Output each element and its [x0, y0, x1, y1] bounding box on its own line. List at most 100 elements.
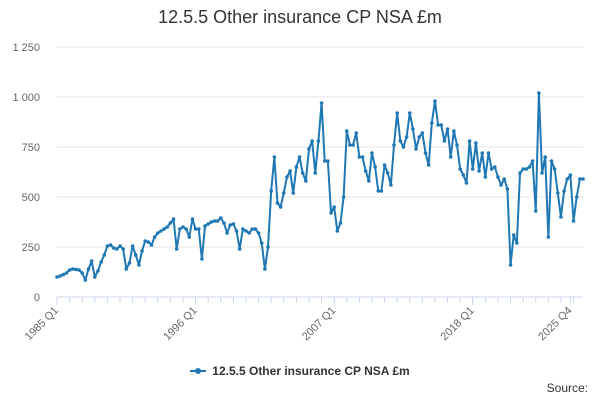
data-point[interactable] — [272, 155, 277, 159]
data-point[interactable] — [360, 155, 365, 159]
data-point[interactable] — [452, 129, 456, 133]
data-point[interactable] — [370, 151, 374, 155]
data-point[interactable] — [407, 111, 412, 115]
data-point[interactable] — [442, 139, 447, 143]
data-point[interactable] — [190, 217, 195, 221]
data-point[interactable] — [556, 191, 560, 195]
data-point[interactable] — [562, 189, 566, 193]
data-point[interactable] — [411, 127, 415, 131]
data-point[interactable] — [152, 235, 157, 239]
data-point[interactable] — [389, 183, 393, 187]
data-point[interactable] — [218, 216, 223, 220]
data-point[interactable] — [511, 233, 516, 237]
legend[interactable]: 12.5.5 Other insurance CP NSA £m — [0, 364, 600, 378]
data-point[interactable] — [263, 267, 267, 271]
data-point[interactable] — [92, 275, 97, 279]
data-point[interactable] — [70, 267, 75, 271]
data-point[interactable] — [420, 131, 425, 135]
data-point[interactable] — [458, 167, 462, 171]
data-point[interactable] — [196, 227, 201, 231]
data-point[interactable] — [146, 240, 151, 244]
data-point[interactable] — [212, 219, 217, 223]
data-point[interactable] — [322, 159, 327, 163]
data-point[interactable] — [480, 151, 485, 155]
data-point[interactable] — [376, 189, 381, 193]
data-point[interactable] — [231, 222, 236, 226]
data-point[interactable] — [118, 244, 122, 248]
data-point[interactable] — [357, 155, 362, 159]
data-point[interactable] — [96, 269, 100, 273]
data-point[interactable] — [256, 231, 261, 235]
data-point[interactable] — [297, 155, 302, 159]
data-point[interactable] — [291, 191, 296, 195]
data-point[interactable] — [367, 179, 371, 183]
data-point[interactable] — [549, 159, 554, 163]
data-point[interactable] — [530, 159, 535, 163]
data-point[interactable] — [162, 227, 166, 231]
data-point[interactable] — [423, 151, 428, 155]
data-point[interactable] — [533, 209, 538, 213]
data-point[interactable] — [165, 225, 170, 229]
data-point[interactable] — [215, 219, 220, 223]
data-point[interactable] — [401, 145, 406, 149]
data-point[interactable] — [578, 177, 582, 181]
data-point[interactable] — [80, 271, 84, 275]
data-point[interactable] — [537, 91, 541, 95]
data-point[interactable] — [508, 263, 513, 267]
data-point[interactable] — [99, 260, 103, 264]
data-point[interactable] — [241, 227, 245, 231]
data-point[interactable] — [496, 175, 500, 179]
data-point[interactable] — [130, 244, 135, 248]
data-point[interactable] — [102, 253, 107, 257]
data-point[interactable] — [124, 267, 129, 271]
data-point[interactable] — [543, 155, 548, 159]
data-point[interactable] — [385, 171, 390, 175]
data-point[interactable] — [341, 195, 346, 199]
data-point[interactable] — [209, 220, 214, 224]
data-point[interactable] — [417, 135, 422, 139]
data-point[interactable] — [470, 167, 475, 171]
data-point[interactable] — [250, 227, 255, 231]
data-point[interactable] — [477, 169, 481, 173]
data-point[interactable] — [464, 181, 469, 185]
data-point[interactable] — [540, 171, 544, 175]
data-point[interactable] — [489, 167, 494, 171]
data-point[interactable] — [222, 221, 226, 225]
data-point[interactable] — [269, 189, 273, 193]
data-point[interactable] — [382, 163, 387, 167]
data-point[interactable] — [436, 123, 440, 127]
data-point[interactable] — [67, 268, 72, 272]
data-point[interactable] — [83, 278, 88, 282]
data-point[interactable] — [335, 229, 340, 233]
data-point[interactable] — [483, 175, 488, 179]
data-point[interactable] — [127, 261, 132, 265]
data-point[interactable] — [149, 243, 154, 247]
data-point[interactable] — [461, 173, 466, 177]
data-point[interactable] — [137, 263, 141, 267]
data-point[interactable] — [574, 195, 579, 199]
data-point[interactable] — [426, 163, 431, 167]
data-point[interactable] — [348, 143, 352, 147]
data-point[interactable] — [445, 127, 450, 131]
data-point[interactable] — [155, 231, 160, 235]
data-point[interactable] — [433, 99, 437, 103]
data-point[interactable] — [505, 187, 510, 191]
data-point[interactable] — [502, 177, 507, 181]
data-point[interactable] — [105, 244, 110, 248]
data-point[interactable] — [58, 274, 62, 278]
data-point[interactable] — [200, 257, 204, 261]
data-point[interactable] — [74, 267, 78, 272]
data-point[interactable] — [174, 247, 179, 251]
data-point[interactable] — [115, 247, 119, 251]
data-point[interactable] — [332, 205, 336, 209]
data-point[interactable] — [187, 235, 192, 239]
data-point[interactable] — [237, 247, 242, 251]
data-point[interactable] — [354, 131, 359, 135]
data-point[interactable] — [55, 275, 59, 279]
data-point[interactable] — [86, 267, 91, 271]
data-point[interactable] — [288, 169, 292, 173]
data-point[interactable] — [379, 189, 384, 193]
data-point[interactable] — [392, 143, 396, 147]
data-point[interactable] — [168, 221, 173, 225]
data-point[interactable] — [521, 167, 525, 171]
